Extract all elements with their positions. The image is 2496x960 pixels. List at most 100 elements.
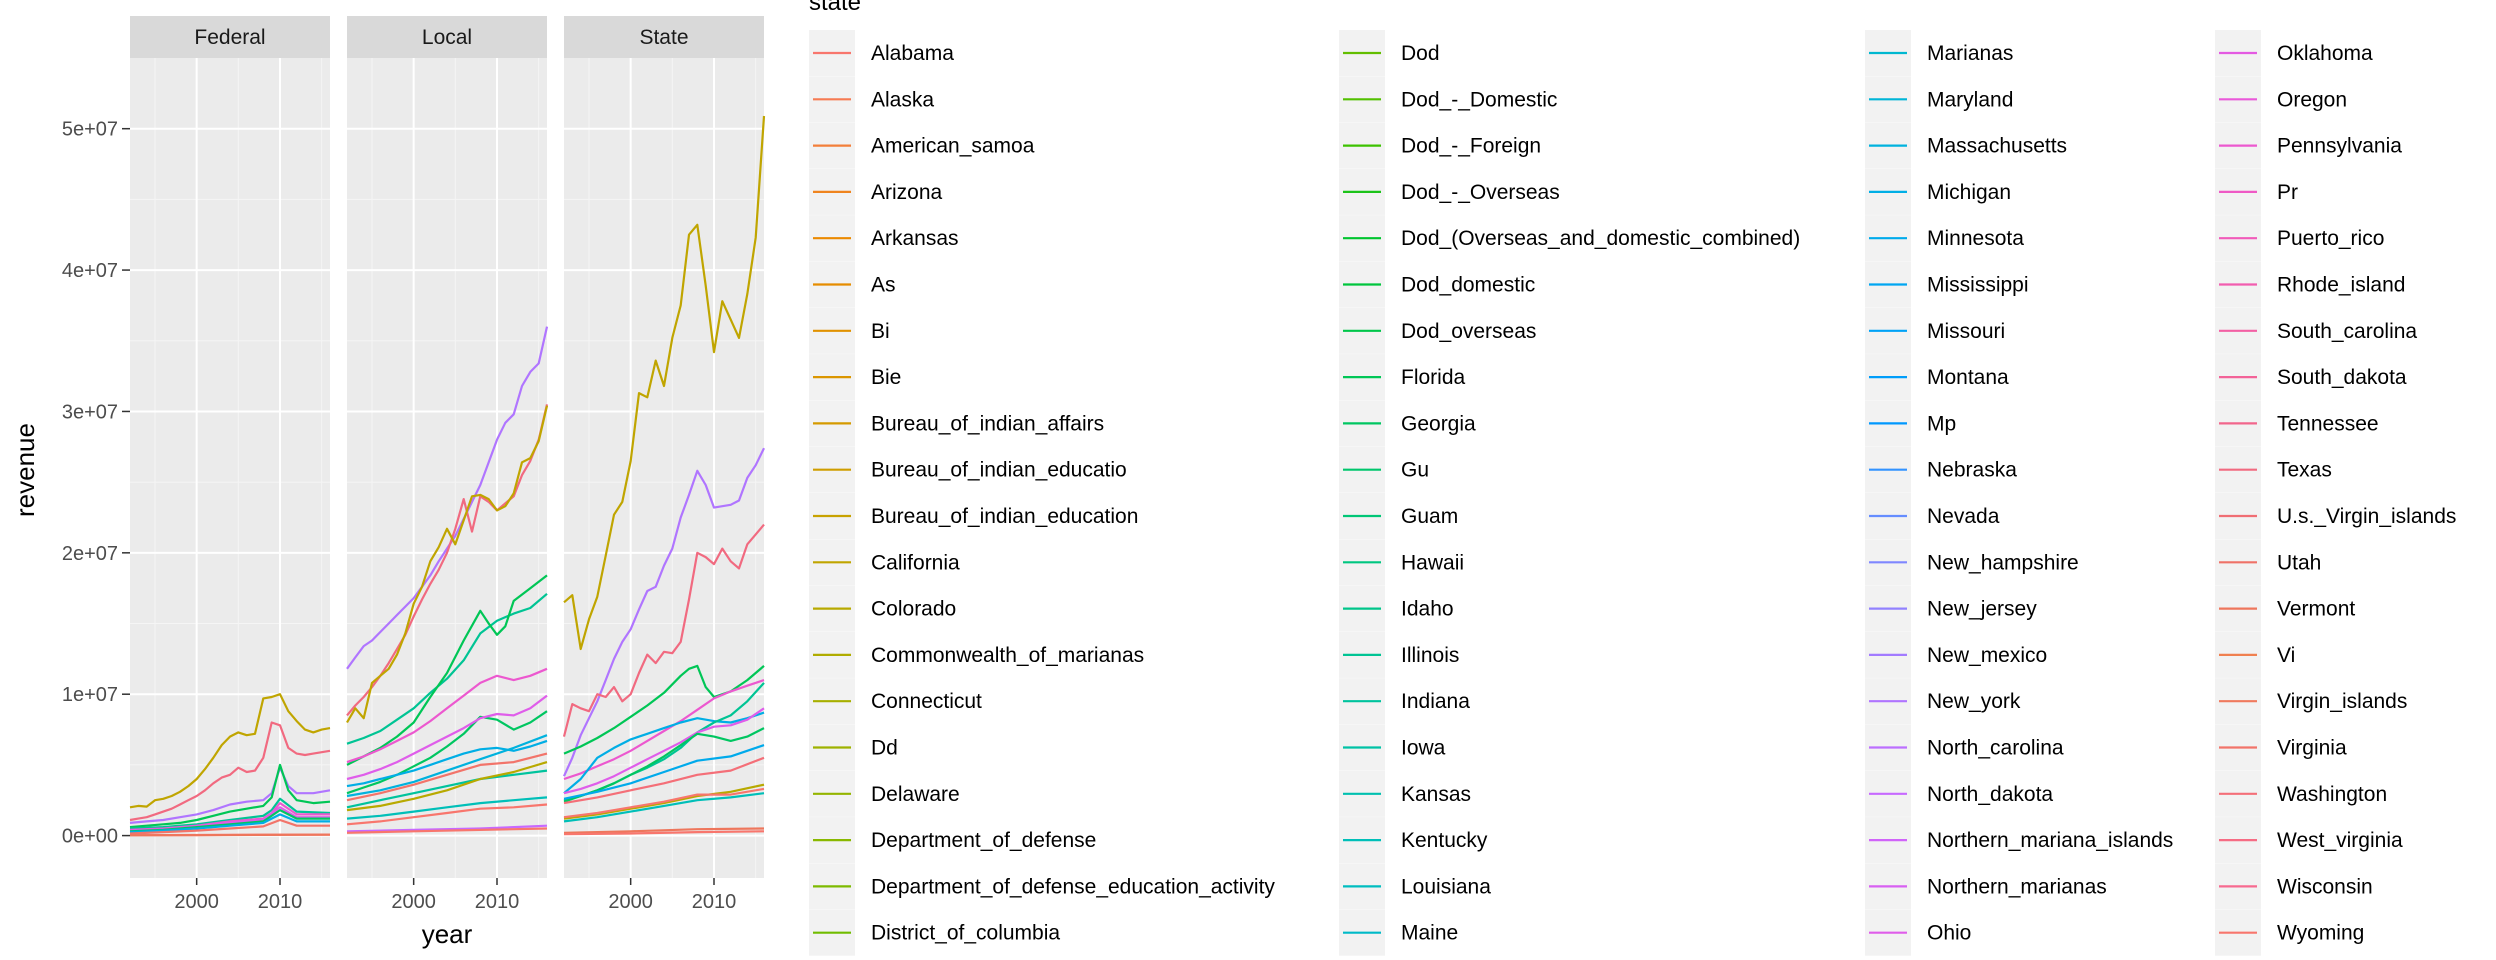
facet-strip-label: Local (422, 26, 472, 49)
legend-item: North_dakota (1865, 770, 2053, 817)
series-line-alabama (563, 787, 765, 819)
series-line-illinois (346, 592, 548, 745)
y-tick-label: 4e+07 (62, 260, 118, 282)
legend-item: Tennessee (2215, 400, 2379, 447)
legend: state Alabama Alaska American_samoa Arizona… (809, 0, 2456, 956)
series-line-alabama (346, 803, 548, 826)
legend-label: District_of_columbia (871, 922, 1060, 945)
facet-strip (564, 16, 764, 58)
legend-item: Vi (2215, 631, 2295, 678)
legend-label: Delaware (871, 783, 960, 806)
legend-label: Rhode_island (2277, 274, 2405, 297)
series-line-kentucky (346, 796, 548, 820)
legend-label: Marianas (1927, 42, 2013, 65)
legend-label: Connecticut (871, 690, 982, 713)
panel-background (130, 58, 330, 878)
legend-item: Ohio (1865, 909, 1971, 956)
legend-item: New_jersey (1865, 585, 2037, 632)
x-tick-label: 2000 (174, 891, 219, 913)
legend-label: Commonwealth_of_marianas (871, 644, 1144, 667)
legend-item: Virginia (2215, 724, 2347, 771)
legend-item: Rhode_island (2215, 261, 2405, 308)
x-tick-label: 2010 (258, 891, 303, 913)
legend-item: Arizona (809, 168, 943, 215)
legend-item: Washington (2215, 770, 2387, 817)
series-line-new-york (562, 447, 765, 777)
legend-item: Maine (1339, 909, 1458, 956)
series-line-kentucky (563, 792, 765, 823)
legend-item: Gu (1339, 446, 1429, 493)
series-line-new-york (129, 766, 331, 824)
facet-panel-federal: Federal 2000 2010 (129, 16, 331, 913)
x-tick-label: 2000 (391, 891, 436, 913)
legend-label: New_jersey (1927, 598, 2037, 621)
series-line-vermont (129, 833, 331, 837)
series-line-california (346, 405, 549, 724)
legend-label: Tennessee (2277, 412, 2379, 435)
legend-item: New_york (1865, 678, 2021, 725)
legend-label: Northern_mariana_islands (1927, 829, 2173, 852)
legend-item: Dod_domestic (1339, 261, 1535, 308)
legend-item: Georgia (1339, 400, 1476, 447)
facet-strip-label: State (639, 26, 688, 49)
legend-item: Oklahoma (2215, 30, 2373, 76)
legend-item: Kentucky (1339, 817, 1488, 864)
legend-title: state (809, 0, 861, 16)
legend-item: Bi (809, 307, 890, 354)
series-line-virginia (129, 818, 330, 835)
legend-item: Illinois (1339, 631, 1459, 678)
legend-label: North_carolina (1927, 737, 2064, 760)
legend-label: Georgia (1401, 412, 1476, 435)
legend-label: Arizona (871, 181, 943, 204)
legend-item: District_of_columbia (809, 909, 1060, 956)
legend-item: California (809, 539, 960, 586)
legend-label: Utah (2277, 551, 2321, 574)
legend-item: U.s._Virgin_islands (2215, 493, 2456, 539)
legend-item: Commonwealth_of_marianas (809, 631, 1144, 678)
legend-label: South_carolina (2277, 320, 2417, 343)
facet-strip-label: Federal (194, 26, 265, 49)
legend-label: Dod_-_Domestic (1401, 88, 1557, 111)
legend-label: Dd (871, 737, 898, 760)
series-line-ohio (346, 694, 548, 781)
legend-label: Bi (871, 320, 890, 343)
legend-item: Michigan (1865, 168, 2011, 215)
y-tick-label: 3e+07 (62, 401, 118, 423)
legend-item: Alaska (809, 76, 934, 123)
legend-item: Northern_mariana_islands (1865, 817, 2173, 864)
series-line-florida (346, 574, 548, 766)
legend-label: Ohio (1927, 922, 1971, 945)
legend-item: New_hampshire (1865, 539, 2079, 586)
legend-item: Iowa (1339, 724, 1446, 771)
legend-label: Michigan (1927, 181, 2011, 204)
legend-item: Pr (2215, 168, 2298, 215)
legend-label: As (871, 274, 896, 297)
legend-item: Louisiana (1339, 863, 1491, 910)
legend-label: Indiana (1401, 690, 1470, 713)
legend-label: Mississippi (1927, 274, 2029, 297)
y-axis-title: revenue (10, 423, 40, 517)
legend-label: Nebraska (1927, 459, 2017, 482)
series-line-florida (129, 763, 331, 829)
legend-item: Arkansas (809, 215, 959, 262)
legend-item: Nevada (1865, 493, 2000, 539)
series-line-georgia (563, 727, 765, 803)
legend-item: Virgin_islands (2215, 678, 2407, 725)
legend-item: Dod_overseas (1339, 307, 1536, 354)
facet-panels: Federal 2000 2010 Local 2000 2010 State 2000 201… (129, 16, 766, 913)
legend-item: Vermont (2215, 585, 2355, 632)
legend-label: Montana (1927, 366, 2009, 389)
legend-label: South_dakota (2277, 366, 2407, 389)
legend-label: Gu (1401, 459, 1429, 482)
legend-label: New_mexico (1927, 644, 2047, 667)
facet-panel-local: Local 2000 2010 (346, 16, 549, 913)
legend-label: Dod_domestic (1401, 274, 1535, 297)
legend-label: Vi (2277, 644, 2295, 667)
legend-item: Dod_-_Foreign (1339, 122, 1541, 169)
series-line-texas (129, 721, 331, 822)
legend-item: Hawaii (1339, 539, 1464, 586)
legend-item: Alabama (809, 30, 954, 76)
facet-strip (347, 16, 547, 58)
legend-label: Vermont (2277, 598, 2355, 621)
